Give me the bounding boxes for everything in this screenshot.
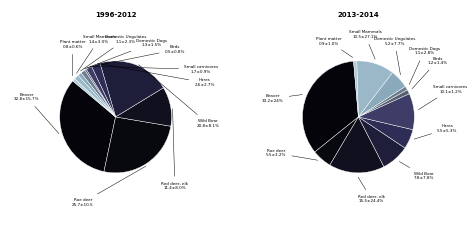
Text: Plant matter
0.9±1.0%: Plant matter 0.9±1.0% (316, 37, 353, 57)
Wedge shape (100, 61, 164, 117)
Wedge shape (81, 70, 116, 117)
Text: Red deer, elk
15.5±24.4%: Red deer, elk 15.5±24.4% (358, 177, 385, 203)
Wedge shape (330, 117, 384, 173)
Text: Birds
1.2±1.4%: Birds 1.2±1.4% (412, 57, 447, 89)
Wedge shape (358, 117, 413, 148)
Wedge shape (358, 90, 410, 117)
Text: Domestic Ungulates
1.1±2.3%: Domestic Ungulates 1.1±2.3% (81, 35, 146, 71)
Wedge shape (60, 81, 116, 172)
Wedge shape (358, 86, 407, 117)
Wedge shape (78, 73, 116, 117)
Wedge shape (104, 117, 171, 173)
Wedge shape (302, 61, 358, 152)
Text: Wild Boar
7.8±7.8%: Wild Boar 7.8±7.8% (400, 162, 434, 180)
Wedge shape (315, 117, 358, 165)
Wedge shape (357, 61, 392, 117)
Text: Plant matter
0.8±0.6%: Plant matter 0.8±0.6% (60, 40, 86, 76)
Wedge shape (86, 67, 116, 117)
Title: 2013-2014: 2013-2014 (337, 12, 379, 18)
Text: Wild Boar
20.8±8.1%: Wild Boar 20.8±8.1% (139, 65, 219, 128)
Wedge shape (116, 88, 172, 126)
Text: Beaver
32.8±15.7%: Beaver 32.8±15.7% (14, 93, 59, 134)
Text: Birds
0.5±0.8%: Birds 0.5±0.8% (87, 45, 185, 67)
Text: Small carnivores
1.7±0.9%: Small carnivores 1.7±0.9% (91, 65, 218, 74)
Text: Roe deer
25.7±10.5: Roe deer 25.7±10.5 (72, 166, 146, 207)
Text: Hares
2.6±2.7%: Hares 2.6±2.7% (98, 63, 215, 87)
Text: Domestic Dogs
1.1±2.8%: Domestic Dogs 1.1±2.8% (409, 47, 440, 84)
Text: Small Mammals
1.4±3.0%: Small Mammals 1.4±3.0% (76, 35, 116, 73)
Text: Domestic Dogs
1.3±1.5%: Domestic Dogs 1.3±1.5% (84, 39, 167, 69)
Wedge shape (354, 61, 358, 117)
Wedge shape (91, 63, 116, 117)
Wedge shape (74, 75, 116, 117)
Wedge shape (73, 79, 116, 117)
Wedge shape (85, 69, 116, 117)
Text: Small carnivores
10.1±1.2%: Small carnivores 10.1±1.2% (419, 85, 468, 110)
Wedge shape (358, 117, 405, 167)
Text: Small Mammals
10.5±27.1%: Small Mammals 10.5±27.1% (348, 30, 382, 59)
Wedge shape (358, 73, 405, 117)
Text: Domestic Ungulates
5.2±7.7%: Domestic Ungulates 5.2±7.7% (374, 37, 415, 75)
Title: 1996-2012: 1996-2012 (95, 12, 137, 18)
Text: Roe deer
5.5±3.2%: Roe deer 5.5±3.2% (266, 149, 318, 160)
Text: Hares
5.5±5.3%: Hares 5.5±5.3% (414, 124, 457, 139)
Text: Red deer, elk
11.4±8.0%: Red deer, elk 11.4±8.0% (161, 109, 188, 190)
Text: Beaver
33.2±24%: Beaver 33.2±24% (262, 94, 302, 103)
Wedge shape (358, 94, 414, 130)
